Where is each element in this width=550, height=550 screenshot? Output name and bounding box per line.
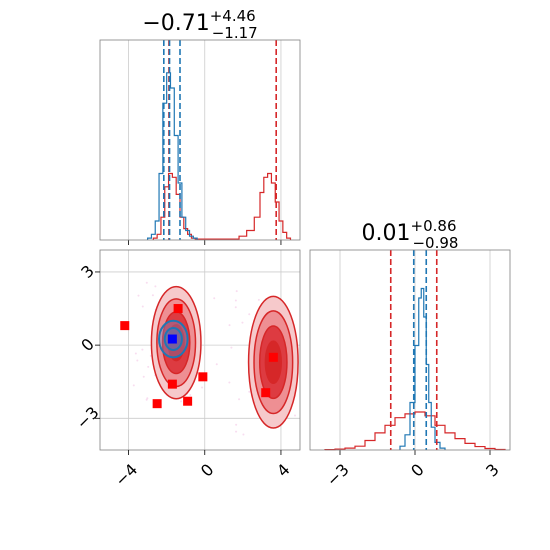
scatter-dot — [189, 393, 192, 396]
scatter-dot — [311, 293, 313, 295]
y-tick-label: 3 — [77, 261, 98, 282]
scatter-dot — [180, 400, 183, 403]
hist-panel-param-1 — [99, 39, 301, 245]
red-marker — [268, 352, 278, 362]
title-1-lower: −1.17 — [212, 24, 258, 42]
scatter-dot — [228, 324, 231, 327]
scatter-dot — [308, 395, 310, 397]
scatter-dot — [303, 413, 305, 415]
scatter-dot — [238, 398, 241, 401]
scatter-dot — [141, 348, 144, 351]
y-tick-label: 0 — [77, 334, 98, 355]
scatter-dot — [147, 365, 150, 368]
hist-series-blue — [399, 287, 446, 450]
scatter-dot — [228, 381, 231, 384]
scatter-dot — [293, 414, 296, 417]
scatter-dot — [241, 321, 244, 324]
hist-frame — [99, 39, 301, 241]
title-1-upper: +4.46 — [210, 7, 256, 25]
red-marker — [198, 372, 208, 382]
scatter-dot — [136, 359, 139, 362]
x-tick-label: 4 — [273, 460, 294, 481]
title-2-value: 0.01 — [362, 221, 411, 246]
scatter-dot — [215, 363, 218, 366]
scatter-dot — [235, 423, 238, 426]
x-tick-label: −4 — [111, 460, 141, 490]
x-tick-label: −3 — [323, 460, 353, 490]
scatter-dot — [151, 294, 154, 297]
title-2-lower: −0.98 — [412, 234, 458, 252]
contour-area — [100, 250, 315, 450]
scatter-dot — [248, 313, 251, 316]
scatter-dot — [213, 297, 216, 300]
title-2-upper: +0.86 — [411, 217, 457, 235]
scatter-dot — [304, 293, 306, 295]
hist-frame — [309, 249, 511, 451]
scatter-dot — [145, 281, 148, 284]
red-marker — [152, 399, 162, 409]
scatter-dot — [235, 290, 238, 293]
red-marker — [261, 388, 271, 398]
scatter-dot — [132, 384, 135, 387]
red-marker — [120, 321, 130, 331]
blue-marker — [167, 334, 177, 344]
panel-title-param-2: 0.01+0.86 −0.98 — [362, 217, 459, 252]
scatter-dot — [145, 398, 148, 401]
scatter-dot — [234, 299, 237, 302]
red-marker — [167, 379, 177, 389]
title-1-value: −0.71 — [142, 11, 209, 36]
scatter-dot — [242, 433, 245, 436]
red-marker — [173, 304, 183, 314]
scatter-dot — [230, 346, 233, 349]
scatter-dot — [154, 285, 157, 288]
red-marker — [183, 396, 193, 406]
contour-panel: −4 0 4 −3 0 3 — [73, 249, 315, 490]
hist-series-blue — [147, 72, 198, 240]
x-tick-label: 3 — [482, 460, 503, 481]
x-tick-label: 0 — [407, 460, 428, 481]
scatter-dot — [201, 386, 204, 389]
scatter-dot — [142, 375, 145, 378]
scatter-dot — [248, 390, 251, 393]
contour-frame — [99, 249, 301, 451]
hist-series-red — [324, 411, 506, 451]
scatter-dot — [134, 352, 137, 355]
scatter-dot — [137, 294, 140, 297]
scatter-dot — [146, 397, 149, 400]
panel-title-param-1: −0.71+4.46 −1.17 — [142, 7, 257, 42]
x-tick-label: 0 — [197, 460, 218, 481]
scatter-dot — [257, 298, 260, 301]
hist-panel-param-2: −3 0 3 — [309, 249, 511, 490]
scatter-dot — [141, 305, 144, 308]
scatter-dot — [313, 406, 315, 408]
hist-series-red — [152, 172, 292, 240]
y-tick-label: −3 — [73, 403, 103, 433]
red-contour-level — [264, 340, 283, 385]
scatter-dot — [234, 306, 237, 309]
scatter-dot — [235, 430, 238, 433]
